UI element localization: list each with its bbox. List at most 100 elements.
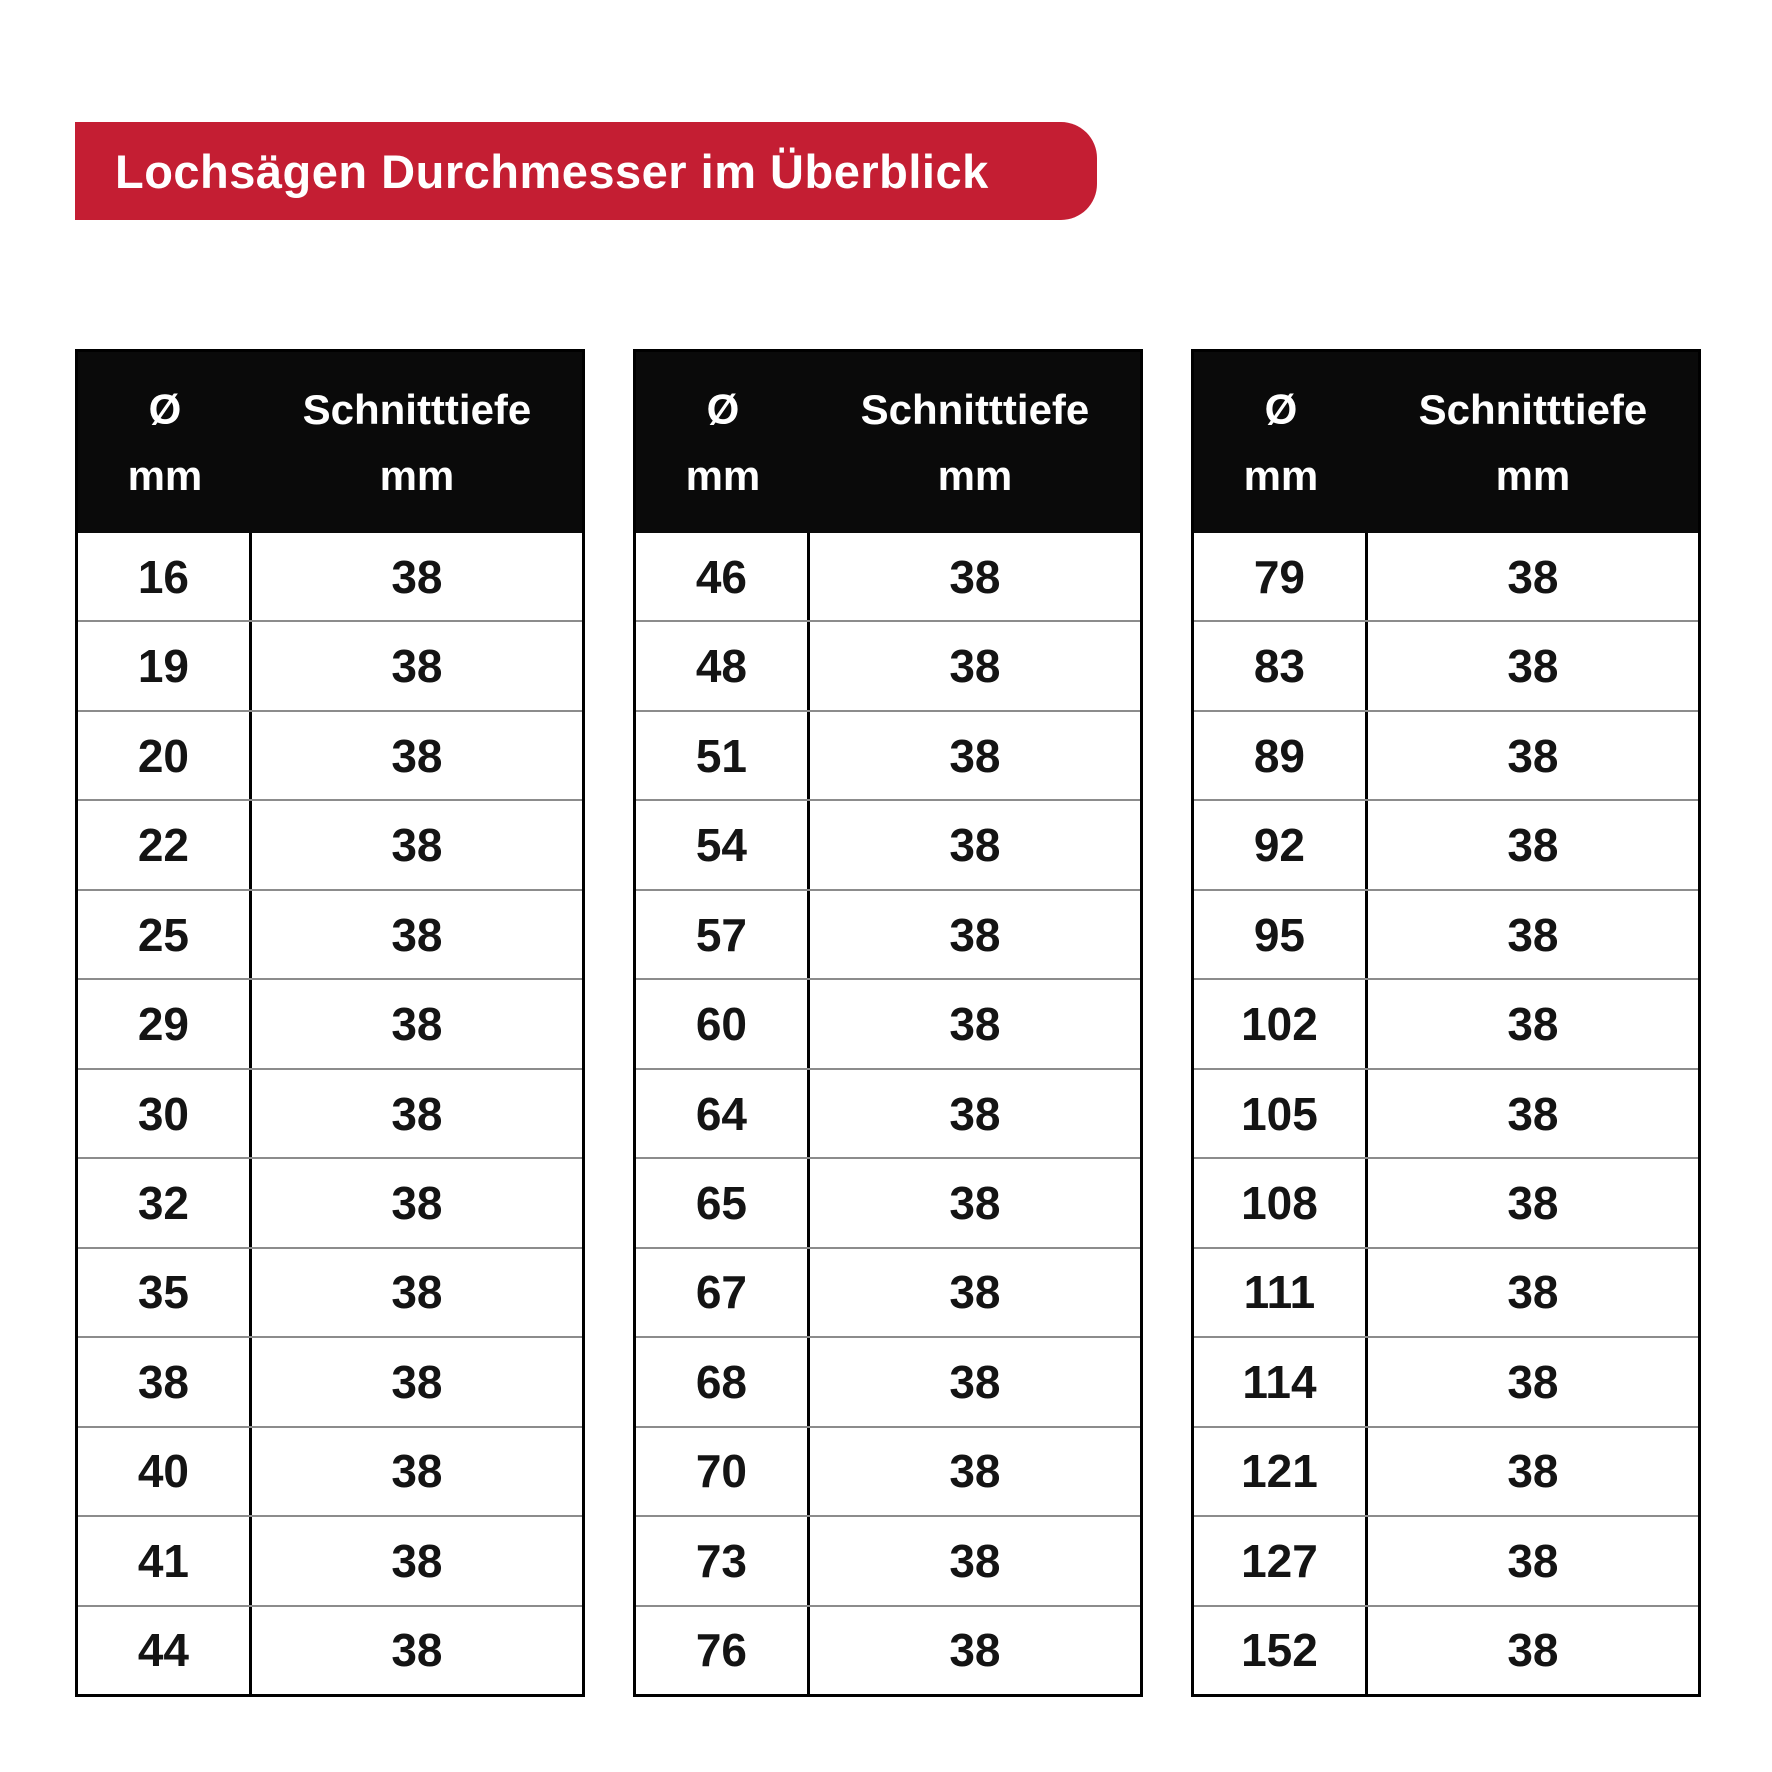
cutting-depth-value: 38	[391, 729, 443, 782]
diameter-symbol: Ø	[706, 386, 740, 434]
table-row: 95 38	[1194, 888, 1698, 979]
table-row: 114 38	[1194, 1336, 1698, 1426]
diameter-value: 65	[636, 1159, 810, 1247]
table-row: 57 38	[636, 888, 1140, 979]
table-row: 30 38	[78, 1067, 582, 1158]
table-row: 32 38	[78, 1157, 582, 1247]
cutting-depth-value: 38	[949, 1087, 1001, 1140]
diameter-value: 111	[1194, 1248, 1368, 1337]
table-row: 51 38	[636, 709, 1140, 800]
diameter-value: 60	[636, 980, 810, 1068]
table-row: 22 38	[78, 799, 582, 889]
cutting-depth-value: 38	[1507, 1266, 1559, 1319]
diameter-value: 41	[78, 1517, 252, 1605]
cutting-depth-value: 38	[949, 1177, 1001, 1230]
hole-saw-table-2: Ø mm Schnitttiefe mm 46 38 48 38 51 38 54 38 57 3…	[633, 349, 1143, 1697]
cutting-depth-value: 38	[391, 1177, 443, 1230]
cutting-depth-column-header: Schnitttiefe mm	[1368, 352, 1698, 533]
cutting-depth-value: 38	[1507, 640, 1559, 693]
table-row: 60 38	[636, 978, 1140, 1068]
table-row: 102 38	[1194, 978, 1698, 1068]
cutting-depth-value: 38	[1507, 1445, 1559, 1498]
cutting-depth-value: 38	[391, 1355, 443, 1408]
hole-saw-table-1: Ø mm Schnitttiefe mm 16 38 19 38 20 38 22 38 25 3…	[75, 349, 585, 1697]
cutting-depth-unit: mm	[937, 451, 1013, 499]
diameter-value: 32	[78, 1159, 252, 1247]
diameter-value: 29	[78, 980, 252, 1068]
table-header: Ø mm Schnitttiefe mm	[636, 352, 1140, 533]
table-row: 20 38	[78, 709, 582, 800]
diameter-unit: mm	[127, 451, 203, 499]
table-row: 127 38	[1194, 1515, 1698, 1605]
table-row: 73 38	[636, 1515, 1140, 1605]
cutting-depth-unit: mm	[379, 451, 455, 499]
cutting-depth-value: 38	[1507, 1177, 1559, 1230]
table-row: 41 38	[78, 1515, 582, 1605]
cutting-depth-value: 38	[1507, 819, 1559, 872]
diameter-value: 83	[1194, 622, 1368, 710]
diameter-value: 108	[1194, 1159, 1368, 1247]
table-row: 38 38	[78, 1336, 582, 1426]
diameter-value: 35	[78, 1248, 252, 1337]
diameter-value: 20	[78, 711, 252, 800]
cutting-depth-value: 38	[1507, 1087, 1559, 1140]
table-row: 29 38	[78, 978, 582, 1068]
diameter-value: 16	[78, 533, 252, 621]
table-row: 68 38	[636, 1336, 1140, 1426]
diameter-value: 68	[636, 1338, 810, 1426]
table-row: 16 38	[78, 533, 582, 621]
table-row: 35 38	[78, 1246, 582, 1337]
table-row: 40 38	[78, 1425, 582, 1516]
diameter-value: 19	[78, 622, 252, 710]
diameter-value: 57	[636, 890, 810, 979]
diameter-value: 79	[1194, 533, 1368, 621]
diameter-value: 22	[78, 801, 252, 889]
diameter-value: 46	[636, 533, 810, 621]
diameter-value: 44	[78, 1606, 252, 1695]
cutting-depth-value: 38	[949, 1266, 1001, 1319]
diameter-value: 114	[1194, 1338, 1368, 1426]
diameter-column-header: Ø mm	[1194, 352, 1368, 533]
table-header: Ø mm Schnitttiefe mm	[1194, 352, 1698, 533]
cutting-depth-value: 38	[949, 819, 1001, 872]
diameter-value: 40	[78, 1427, 252, 1516]
diameter-unit: mm	[1243, 451, 1319, 499]
diameter-value: 121	[1194, 1427, 1368, 1516]
table-row: 83 38	[1194, 620, 1698, 710]
diameter-value: 76	[636, 1606, 810, 1695]
diameter-value: 30	[78, 1069, 252, 1158]
table-row: 67 38	[636, 1246, 1140, 1337]
cutting-depth-value: 38	[391, 550, 443, 603]
table-row: 108 38	[1194, 1157, 1698, 1247]
table-row: 65 38	[636, 1157, 1140, 1247]
title-banner: Lochsägen Durchmesser im Überblick	[75, 122, 1097, 220]
cutting-depth-value: 38	[949, 1355, 1001, 1408]
cutting-depth-column-header: Schnitttiefe mm	[252, 352, 582, 533]
hole-saw-table-3: Ø mm Schnitttiefe mm 79 38 83 38 89 38 92 38 95 3…	[1191, 349, 1701, 1697]
table-row: 105 38	[1194, 1067, 1698, 1158]
table-row: 44 38	[78, 1604, 582, 1695]
table-header: Ø mm Schnitttiefe mm	[78, 352, 582, 533]
page-title: Lochsägen Durchmesser im Überblick	[115, 144, 989, 198]
diameter-value: 25	[78, 890, 252, 979]
diameter-value: 73	[636, 1517, 810, 1605]
cutting-depth-value: 38	[949, 998, 1001, 1051]
cutting-depth-value: 38	[391, 640, 443, 693]
table-row: 152 38	[1194, 1604, 1698, 1695]
diameter-value: 67	[636, 1248, 810, 1337]
table-row: 70 38	[636, 1425, 1140, 1516]
table-body: 16 38 19 38 20 38 22 38 25 38 29 38 30 38 32 38 35 38 38 38…	[78, 533, 582, 1695]
cutting-depth-value: 38	[391, 1624, 443, 1677]
table-row: 54 38	[636, 799, 1140, 889]
cutting-depth-label: Schnitttiefe	[860, 386, 1090, 434]
diameter-value: 64	[636, 1069, 810, 1158]
cutting-depth-value: 38	[1507, 1534, 1559, 1587]
cutting-depth-value: 38	[391, 819, 443, 872]
cutting-depth-label: Schnitttiefe	[1418, 386, 1648, 434]
diameter-value: 70	[636, 1427, 810, 1516]
cutting-depth-value: 38	[1507, 1624, 1559, 1677]
cutting-depth-value: 38	[1507, 729, 1559, 782]
diameter-value: 89	[1194, 711, 1368, 800]
cutting-depth-value: 38	[1507, 998, 1559, 1051]
